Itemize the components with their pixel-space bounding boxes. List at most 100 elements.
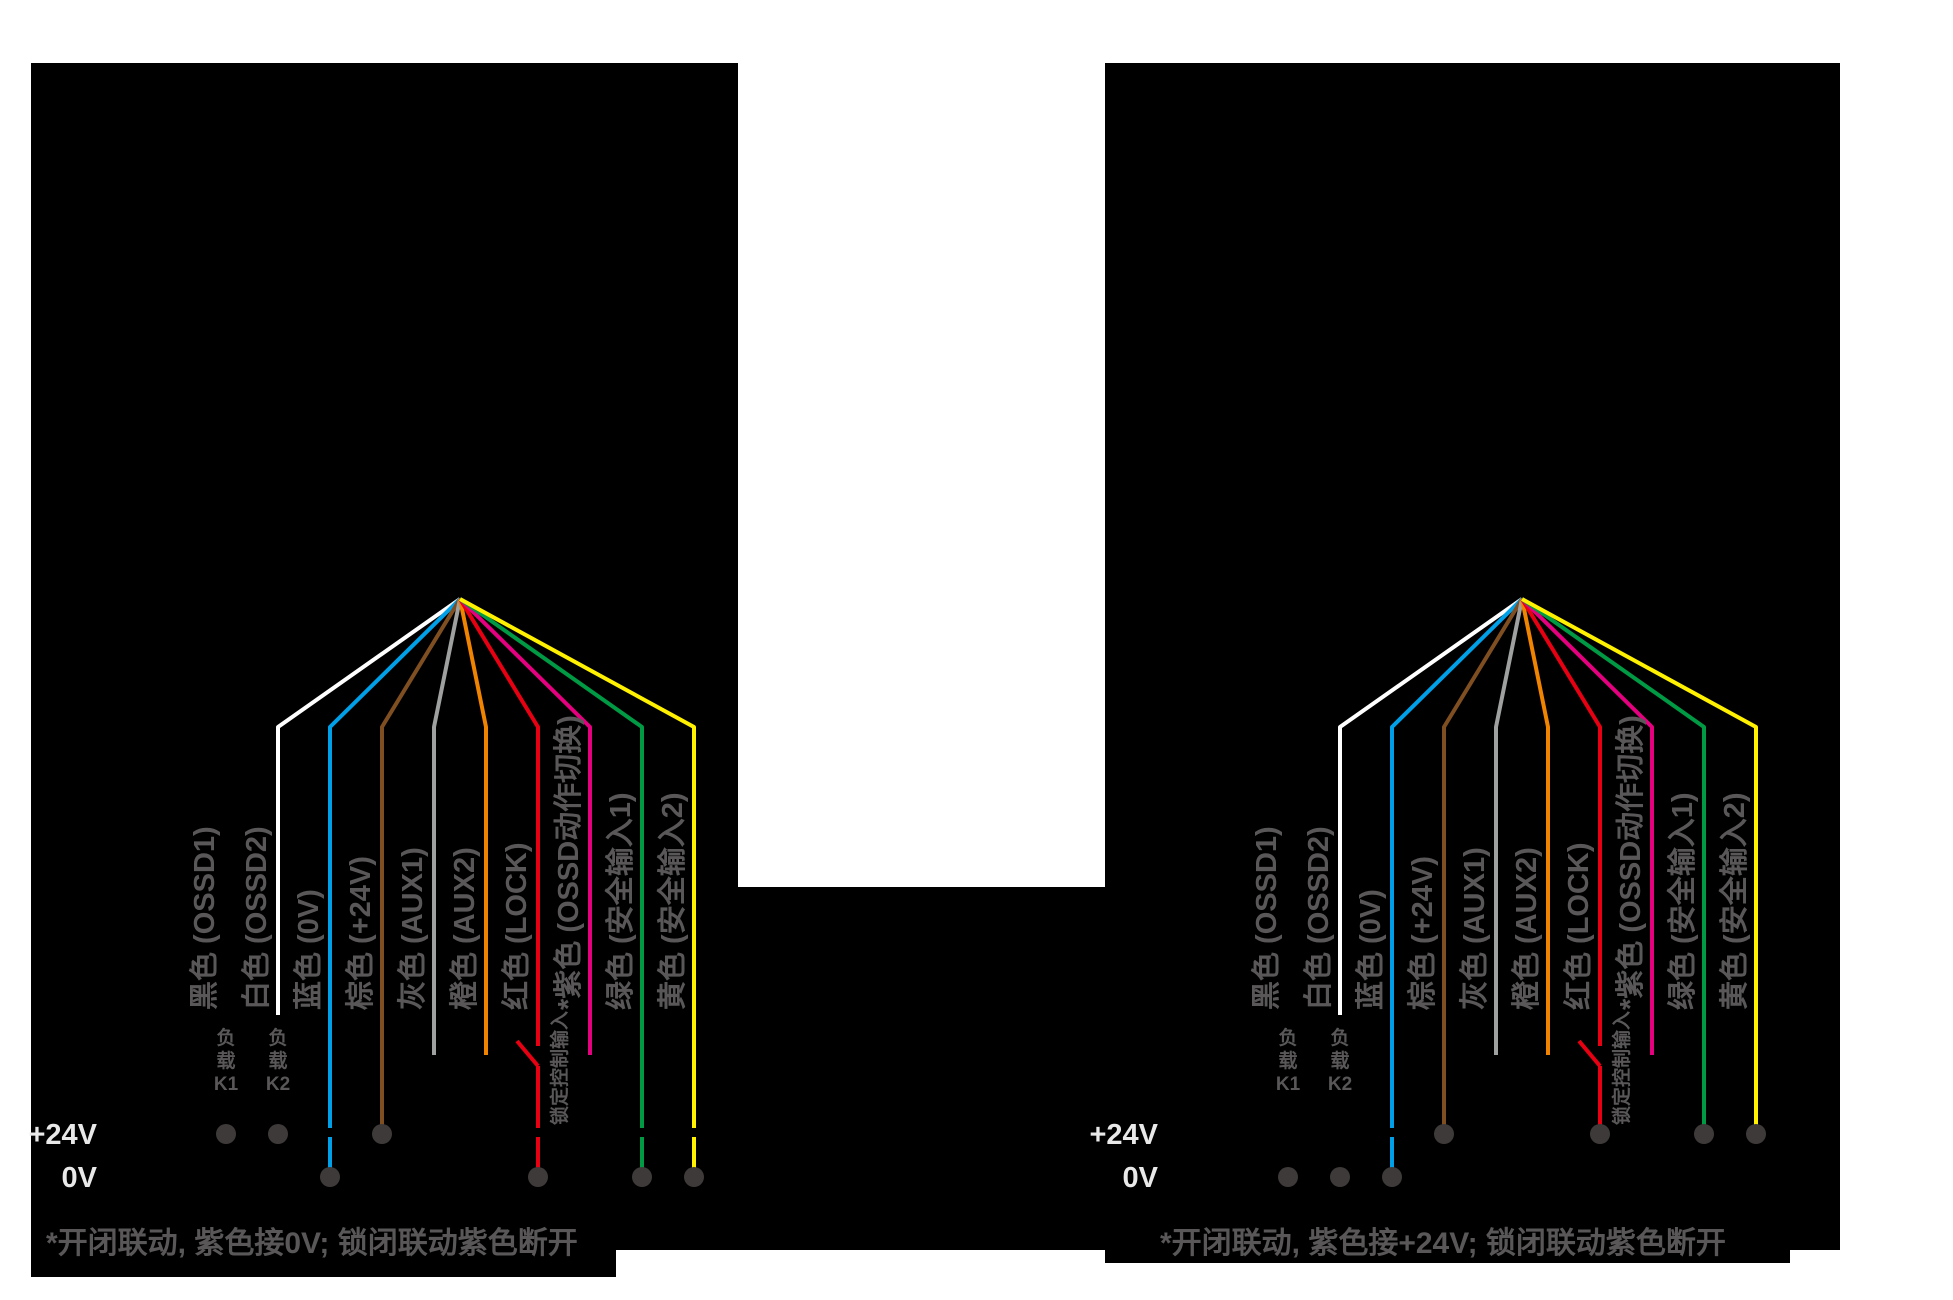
wire-label-red: 红色 (LOCK) [1561, 842, 1595, 1010]
wire-label-white: 白色 (OSSD2) [239, 826, 273, 1010]
terminal-dot-green [632, 1167, 652, 1187]
wire-green [1520, 597, 1714, 1144]
wire-label-green: 绿色 (安全输入1) [603, 792, 637, 1010]
terminal-dot-yellow [1746, 1124, 1766, 1144]
load-k1-label-line: 负 [1278, 1026, 1297, 1049]
wire-label-black: 黑色 (OSSD1) [1249, 826, 1283, 1010]
wire-label-blue: 蓝色 (0V) [291, 889, 325, 1010]
wire-gray [1494, 598, 1524, 1055]
terminal-dot-blue [1382, 1167, 1402, 1187]
wire-green-line [458, 597, 644, 1128]
wire-label-gray: 灰色 (AUX1) [395, 847, 429, 1010]
wire-purple-line [1520, 597, 1654, 1055]
wire-yellow [459, 597, 704, 1187]
wire-white [1330, 597, 1524, 1187]
rail-label-0v: 0V [1123, 1162, 1159, 1194]
wire-purple-line [458, 597, 592, 1055]
wire-white [268, 597, 462, 1144]
load-k1-label-line: 载 [1278, 1049, 1297, 1072]
rail-label-0v: 0V [62, 1162, 98, 1194]
bottom-band [31, 887, 1840, 1250]
wire-yellow-line [1521, 597, 1758, 1134]
panel-left-tower [31, 63, 738, 887]
wire-brown [1434, 597, 1524, 1144]
load-k2-label-line: 负 [1330, 1026, 1349, 1049]
terminal-dot-brown [372, 1124, 392, 1144]
wire-blue-line [1390, 597, 1524, 1128]
wire-green [458, 597, 652, 1187]
load-k1-label-line: 载 [216, 1049, 235, 1072]
terminal-dot-black [1278, 1167, 1298, 1187]
wire-orange-line [458, 598, 488, 1055]
panel-backgrounds [31, 63, 1840, 1277]
wire-black-line [224, 597, 461, 1015]
lock-control-input-label: 锁定控制输入 [1610, 1011, 1633, 1125]
wire-green-line [1520, 597, 1706, 1134]
bottom-band-left-strip [31, 1250, 616, 1277]
load-k1-label-line: 负 [216, 1026, 235, 1049]
wire-blue [320, 597, 462, 1187]
wire-brown-line [380, 597, 462, 1134]
wire-blue-line [328, 597, 462, 1128]
wire-label-green: 绿色 (安全输入1) [1665, 792, 1699, 1010]
load-k2-label-line: 载 [268, 1049, 287, 1072]
wire-label-brown: 棕色 (+24V) [1405, 856, 1439, 1010]
panel-right-tower [1105, 63, 1840, 887]
wire-label-yellow: 黄色 (安全输入2) [1717, 792, 1751, 1010]
load-k2-label-line: 载 [1330, 1049, 1349, 1072]
wire-label-orange: 橙色 (AUX2) [1509, 847, 1543, 1010]
wire-label-yellow: 黄色 (安全输入2) [655, 792, 689, 1010]
lock-switch-blade [1577, 1039, 1602, 1068]
terminal-dot-red [1590, 1124, 1610, 1144]
wire-label-orange: 橙色 (AUX2) [447, 847, 481, 1010]
rail-label-plus24v: +24V [28, 1119, 97, 1151]
wire-purple [458, 597, 592, 1055]
wire-orange [458, 598, 488, 1055]
terminal-dot-red [528, 1167, 548, 1187]
wire-label-purple: *紫色 (OSSD动作切换) [551, 715, 585, 1010]
bottom-band-right-strip [1105, 1250, 1790, 1263]
wire-orange [1520, 598, 1550, 1055]
terminal-dot-green [1694, 1124, 1714, 1144]
load-k2-label-line: K2 [1328, 1074, 1352, 1095]
wire-label-purple: *紫色 (OSSD动作切换) [1613, 715, 1647, 1010]
wire-red-line [458, 597, 540, 1046]
footnote: *开闭联动, 紫色接0V; 锁闭联动紫色断开 [46, 1227, 578, 1260]
wire-white-line [276, 597, 462, 1015]
wire-white-line [1338, 597, 1524, 1015]
wire-brown-line [1442, 597, 1524, 1134]
wire-gray-line [432, 598, 462, 1055]
load-k2-label-line: K2 [266, 1074, 290, 1095]
wire-black [1278, 597, 1523, 1187]
terminal-dot-yellow [684, 1167, 704, 1187]
wire-red [458, 597, 548, 1187]
wire-label-white: 白色 (OSSD2) [1301, 826, 1335, 1010]
terminal-dot-white [268, 1124, 288, 1144]
wire-yellow-line [459, 597, 696, 1128]
wire-blue [1382, 597, 1524, 1187]
wire-yellow [1521, 597, 1766, 1144]
wire-purple [1520, 597, 1654, 1055]
wire-label-gray: 灰色 (AUX1) [1457, 847, 1491, 1010]
wire-black [216, 597, 461, 1144]
lock-control-input-label: 锁定控制输入 [548, 1011, 571, 1125]
terminal-dot-white [1330, 1167, 1350, 1187]
load-k1-label-line: K1 [1276, 1074, 1301, 1095]
terminal-dot-brown [1434, 1124, 1454, 1144]
wire-orange-line [1520, 598, 1550, 1055]
wire-red-line [1520, 597, 1602, 1046]
load-k2-label-line: 负 [268, 1026, 287, 1049]
load-k1-label-line: K1 [214, 1074, 239, 1095]
wire-gray-line [1494, 598, 1524, 1055]
wire-black-line [1286, 597, 1523, 1015]
wire-gray [432, 598, 462, 1055]
terminal-dot-blue [320, 1167, 340, 1187]
wire-label-red: 红色 (LOCK) [499, 842, 533, 1010]
wire-label-brown: 棕色 (+24V) [343, 856, 377, 1010]
footnote: *开闭联动, 紫色接+24V; 锁闭联动紫色断开 [1160, 1227, 1726, 1260]
terminal-dot-black [216, 1124, 236, 1144]
wire-label-blue: 蓝色 (0V) [1353, 889, 1387, 1010]
